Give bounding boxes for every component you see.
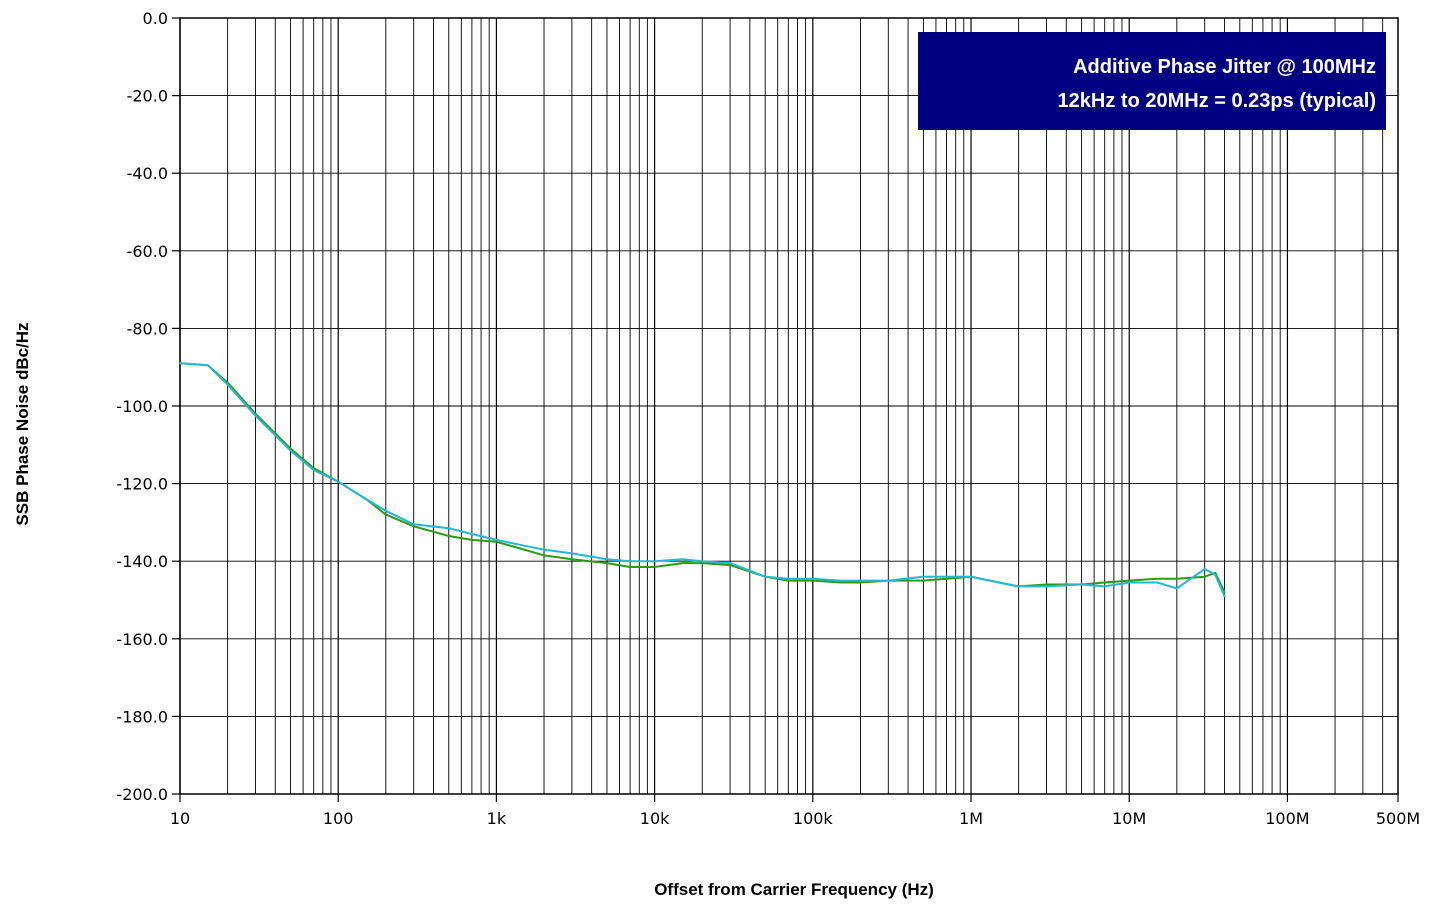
y-tick-label: -140.0 <box>116 552 168 571</box>
y-tick-label: -40.0 <box>127 164 168 183</box>
annotation-box: Additive Phase Jitter @ 100MHz 12kHz to … <box>918 32 1386 130</box>
x-tick-label: 1k <box>487 809 507 828</box>
axis-ticks: 0.0 -20.0 -40.0 -60.0 -80.0 -100.0 -120.0 -140.… <box>116 9 1420 828</box>
x-tick-label: 10M <box>1112 809 1146 828</box>
y-tick-label: -200.0 <box>116 785 168 804</box>
y-tick-label: -20.0 <box>127 87 168 106</box>
y-tick-label: -100.0 <box>116 397 168 416</box>
y-tick-label: -60.0 <box>127 242 168 261</box>
y-tick-label: -80.0 <box>127 319 168 338</box>
y-tick-label: -180.0 <box>116 707 168 726</box>
y-tick-label: -160.0 <box>116 630 168 649</box>
x-tick-label: 10k <box>640 809 670 828</box>
series-line-2 <box>179 362 1226 598</box>
grid-lines <box>179 17 1399 795</box>
x-axis-title: Offset from Carrier Frequency (Hz) <box>654 880 934 899</box>
annotation-line-1: Additive Phase Jitter @ 100MHz <box>1073 56 1376 78</box>
x-tick-label: 10 <box>170 809 190 828</box>
x-tick-label: 100M <box>1265 809 1309 828</box>
y-axis-title: SSB Phase Noise dBc/Hz <box>13 322 32 525</box>
y-tick-label: -120.0 <box>116 475 168 494</box>
x-tick-label: 100 <box>323 809 354 828</box>
series-lines <box>179 362 1226 598</box>
annotation-line-2: 12kHz to 20MHz = 0.23ps (typical) <box>1058 90 1376 112</box>
y-tick-label: 0.0 <box>143 9 168 28</box>
x-tick-label: 100k <box>793 809 834 828</box>
x-tick-label: 1M <box>959 809 983 828</box>
annotation-background <box>918 32 1386 130</box>
x-tick-label: 500M <box>1376 809 1420 828</box>
